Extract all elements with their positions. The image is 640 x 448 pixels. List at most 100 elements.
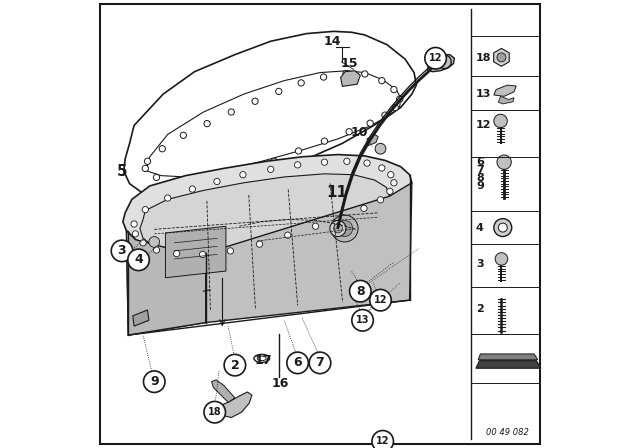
Circle shape (227, 248, 234, 254)
Text: 6: 6 (293, 356, 302, 370)
Circle shape (367, 120, 373, 126)
Text: 12: 12 (476, 121, 492, 130)
Text: 15: 15 (340, 57, 358, 70)
Polygon shape (165, 226, 226, 278)
Text: 12: 12 (374, 295, 387, 305)
Circle shape (339, 214, 345, 220)
Circle shape (321, 159, 328, 165)
Text: 4: 4 (476, 223, 484, 233)
Circle shape (330, 220, 346, 237)
Circle shape (170, 179, 176, 185)
Circle shape (195, 180, 201, 186)
Text: 3: 3 (118, 244, 126, 258)
Circle shape (349, 280, 371, 302)
Circle shape (246, 168, 252, 174)
Circle shape (276, 88, 282, 95)
Polygon shape (212, 380, 235, 402)
Polygon shape (124, 31, 417, 195)
Text: 10: 10 (350, 125, 368, 139)
Text: 13: 13 (476, 89, 492, 99)
Circle shape (425, 47, 446, 69)
Circle shape (294, 162, 301, 168)
Text: 7: 7 (476, 165, 484, 175)
Circle shape (361, 205, 367, 211)
Polygon shape (127, 231, 206, 335)
Polygon shape (127, 231, 206, 335)
Circle shape (140, 240, 146, 246)
Circle shape (204, 121, 210, 127)
Circle shape (343, 70, 349, 77)
Text: 8: 8 (476, 173, 484, 183)
Circle shape (132, 231, 139, 237)
Circle shape (397, 96, 403, 102)
Circle shape (271, 158, 278, 164)
Polygon shape (140, 174, 389, 252)
Polygon shape (367, 134, 378, 146)
Circle shape (352, 310, 373, 331)
Circle shape (497, 155, 511, 169)
Circle shape (346, 129, 352, 135)
Circle shape (309, 352, 331, 374)
Polygon shape (123, 155, 412, 249)
Circle shape (142, 207, 148, 213)
Circle shape (145, 158, 150, 164)
Text: 16: 16 (272, 376, 289, 390)
Polygon shape (476, 361, 541, 368)
Circle shape (387, 188, 393, 194)
Text: 13: 13 (356, 315, 369, 325)
Circle shape (200, 251, 206, 258)
Circle shape (391, 180, 397, 186)
Text: 12: 12 (429, 53, 442, 63)
Circle shape (298, 80, 305, 86)
Polygon shape (494, 85, 516, 96)
Text: 18: 18 (476, 53, 492, 63)
Circle shape (375, 143, 386, 154)
Text: 2: 2 (230, 358, 239, 372)
Polygon shape (428, 55, 454, 72)
Circle shape (164, 195, 171, 201)
Polygon shape (499, 96, 514, 104)
Circle shape (252, 98, 258, 104)
Circle shape (221, 176, 227, 182)
Circle shape (392, 104, 399, 111)
Polygon shape (340, 71, 360, 86)
Circle shape (189, 186, 195, 192)
Circle shape (131, 221, 137, 227)
Polygon shape (206, 183, 412, 323)
Circle shape (391, 86, 397, 93)
Text: 6: 6 (476, 157, 484, 167)
Circle shape (180, 132, 186, 138)
Text: 9: 9 (150, 375, 159, 388)
Circle shape (497, 53, 506, 62)
Circle shape (149, 237, 159, 247)
Circle shape (142, 165, 148, 172)
Polygon shape (132, 310, 149, 326)
Text: 14: 14 (323, 34, 341, 48)
Text: 17: 17 (254, 354, 272, 367)
Circle shape (499, 223, 508, 232)
Circle shape (364, 160, 370, 166)
FancyBboxPatch shape (100, 4, 540, 444)
Circle shape (321, 138, 328, 144)
Circle shape (495, 253, 508, 265)
Circle shape (312, 223, 319, 229)
Text: 8: 8 (356, 284, 365, 298)
Circle shape (268, 166, 274, 172)
Circle shape (154, 247, 159, 253)
Circle shape (111, 240, 132, 262)
Circle shape (379, 78, 385, 84)
Circle shape (224, 354, 246, 376)
Circle shape (257, 241, 262, 247)
Text: 7: 7 (316, 356, 324, 370)
Text: 3: 3 (476, 259, 484, 269)
Circle shape (154, 174, 159, 181)
Circle shape (159, 146, 166, 152)
Text: 5: 5 (116, 164, 127, 179)
Circle shape (337, 220, 353, 237)
Circle shape (128, 249, 149, 271)
Text: 00 49 082: 00 49 082 (486, 428, 529, 437)
Circle shape (287, 352, 308, 374)
Text: 18: 18 (208, 407, 221, 417)
Circle shape (332, 215, 358, 242)
Circle shape (494, 114, 508, 128)
